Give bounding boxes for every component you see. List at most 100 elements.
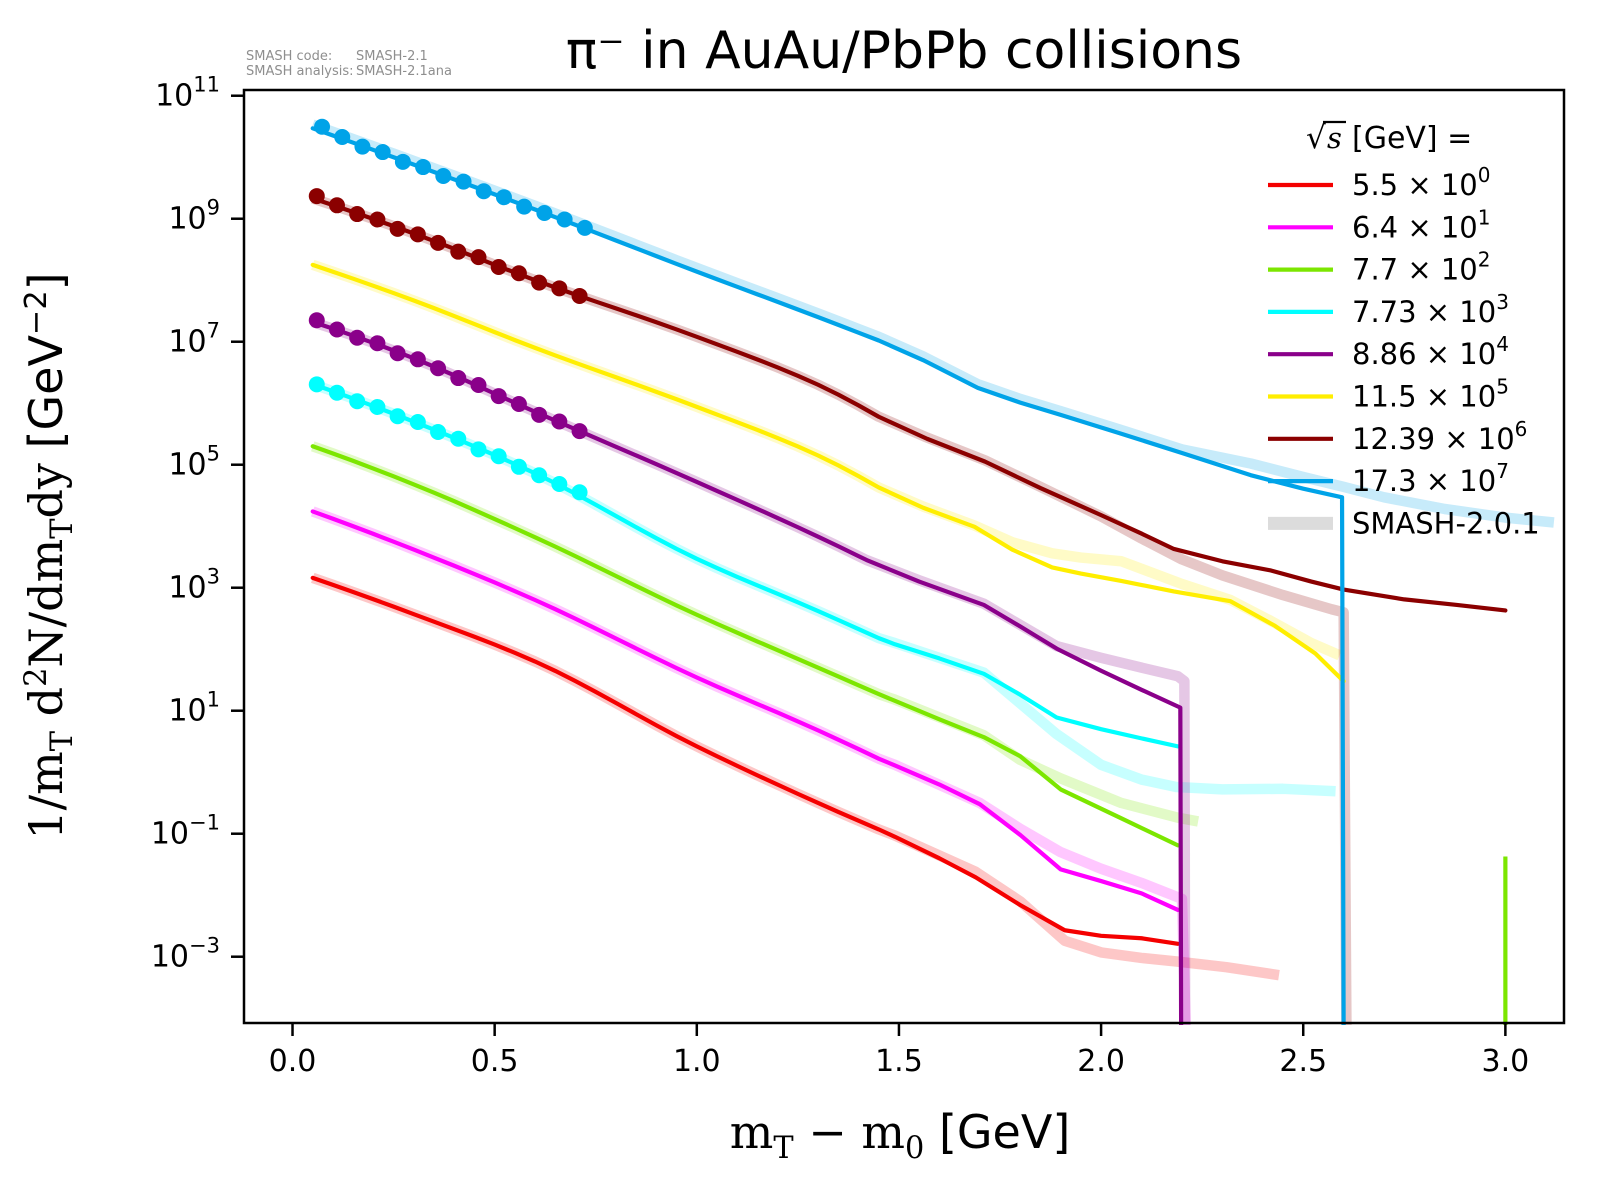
legend-entry-6.4×10: 6.4 × 101 <box>1268 205 1491 244</box>
y-tick-label: 109 <box>168 196 220 237</box>
x-tick-label: 0.5 <box>471 1044 519 1079</box>
annotation-code-value: SMASH-2.1 <box>356 49 428 64</box>
legend-label: 8.86 × 104 <box>1352 332 1509 371</box>
marker-7.73 <box>328 384 345 401</box>
marker-7.73 <box>308 376 325 393</box>
y-tick-label: 107 <box>168 319 220 360</box>
marker-12.39 <box>531 274 548 291</box>
legend-label-smash: SMASH-2.0.1 <box>1352 506 1540 540</box>
legend-entry-17.3×10: 17.3 × 107 <box>1268 459 1509 498</box>
marker-12.39 <box>551 280 568 297</box>
line-7.7 <box>310 444 1181 848</box>
marker-7.73 <box>531 467 548 484</box>
marker-12.39 <box>389 220 406 237</box>
marker-17.3 <box>314 118 331 135</box>
y-tick-label: 103 <box>168 565 220 606</box>
marker-8.86 <box>430 360 447 377</box>
x-tick-label: 2.5 <box>1279 1044 1327 1079</box>
legend-label: 11.5 × 105 <box>1352 375 1509 414</box>
marker-12.39 <box>349 206 366 223</box>
marker-17.3 <box>516 198 533 215</box>
y-tick-label: 10−3 <box>151 934 220 975</box>
marker-12.39 <box>510 265 527 282</box>
marker-8.86 <box>369 335 386 352</box>
marker-17.3 <box>495 189 512 206</box>
y-axis-label: 1/mT d2N/dmTdy [GeV−2] <box>19 272 80 839</box>
annotation-analysis-label: SMASH analysis: <box>246 64 354 79</box>
marker-8.86 <box>450 370 467 387</box>
marker-12.39 <box>308 188 325 205</box>
legend-entry-11.5×10: 11.5 × 105 <box>1268 375 1509 414</box>
annotation-code-label: SMASH code: <box>246 49 332 64</box>
marker-12.39 <box>470 249 487 266</box>
legend-label: 7.73 × 103 <box>1352 290 1509 329</box>
legend-entry-8.86×10: 8.86 × 104 <box>1268 332 1509 371</box>
marker-12.39 <box>490 258 507 275</box>
marker-7.73 <box>369 398 386 415</box>
marker-7.73 <box>551 476 568 493</box>
series-lines <box>310 126 1508 1025</box>
marker-8.86 <box>389 345 406 362</box>
marker-8.86 <box>328 321 345 338</box>
legend-label: 5.5 × 100 <box>1352 163 1491 202</box>
legend-entry-smash-2-0-1: SMASH-2.0.1 <box>1268 506 1540 540</box>
legend-title-sqrt-icon: √ <box>1306 120 1326 156</box>
marker-17.3 <box>354 138 371 155</box>
marker-12.39 <box>430 234 447 251</box>
marker-7.73 <box>571 484 588 501</box>
marker-12.39 <box>328 197 345 214</box>
marker-8.86 <box>409 351 426 368</box>
marker-17.3 <box>455 173 472 190</box>
legend-entry-12.39×10: 12.39 × 106 <box>1268 417 1527 456</box>
series-markers <box>308 118 593 501</box>
marker-12.39 <box>571 287 588 304</box>
y-tick-label: 105 <box>168 442 220 483</box>
marker-7.73 <box>430 424 447 440</box>
marker-8.86 <box>551 413 568 430</box>
marker-8.86 <box>510 396 527 413</box>
line-5.5 <box>310 575 1181 946</box>
x-tick-label: 2.0 <box>1077 1044 1125 1079</box>
marker-8.86 <box>531 406 548 423</box>
x-tick-label: 0.0 <box>269 1044 317 1079</box>
marker-12.39 <box>369 211 386 228</box>
legend-title-sqrt-arg: s <box>1327 121 1342 155</box>
marker-7.73 <box>510 458 527 475</box>
marker-7.73 <box>450 430 467 447</box>
marker-7.73 <box>470 441 487 458</box>
legend-label: 17.3 × 107 <box>1352 459 1509 498</box>
annotation-analysis-value: SMASH-2.1ana <box>356 64 452 79</box>
legend-label: 7.7 × 102 <box>1352 248 1491 287</box>
line-11.5 <box>310 262 1346 684</box>
marker-7.73 <box>490 448 507 465</box>
x-tick-label: 1.5 <box>875 1044 923 1079</box>
legend-title-unit: [GeV] = <box>1352 121 1472 156</box>
marker-12.39 <box>450 243 467 260</box>
marker-17.3 <box>576 219 593 236</box>
y-tick-label: 1011 <box>155 73 220 114</box>
line-12.39 <box>310 196 1508 613</box>
marker-17.3 <box>334 128 351 145</box>
marker-17.3 <box>435 167 452 184</box>
chart-title: π⁻ in AuAu/PbPb collisions <box>566 21 1242 81</box>
legend-title: √ s [GeV] = <box>1306 120 1472 156</box>
x-tick-label: 3.0 <box>1482 1044 1530 1079</box>
marker-8.86 <box>490 388 507 405</box>
legend-label: 12.39 × 106 <box>1352 417 1527 456</box>
marker-17.3 <box>374 144 391 161</box>
marker-8.86 <box>470 377 487 394</box>
marker-7.73 <box>409 414 426 431</box>
marker-17.3 <box>475 183 492 200</box>
marker-12.39 <box>409 226 426 243</box>
y-tick-label: 101 <box>168 688 220 729</box>
y-tick-label: 10−1 <box>151 811 220 852</box>
line-6.4 <box>310 509 1181 913</box>
axes-spines <box>242 88 1566 1025</box>
marker-7.73 <box>389 408 406 425</box>
legend-entry-7.73×10: 7.73 × 103 <box>1268 290 1509 329</box>
y-axis-ticks: 1011 109 107 105 103 101 10−1 10−3 <box>151 73 244 975</box>
